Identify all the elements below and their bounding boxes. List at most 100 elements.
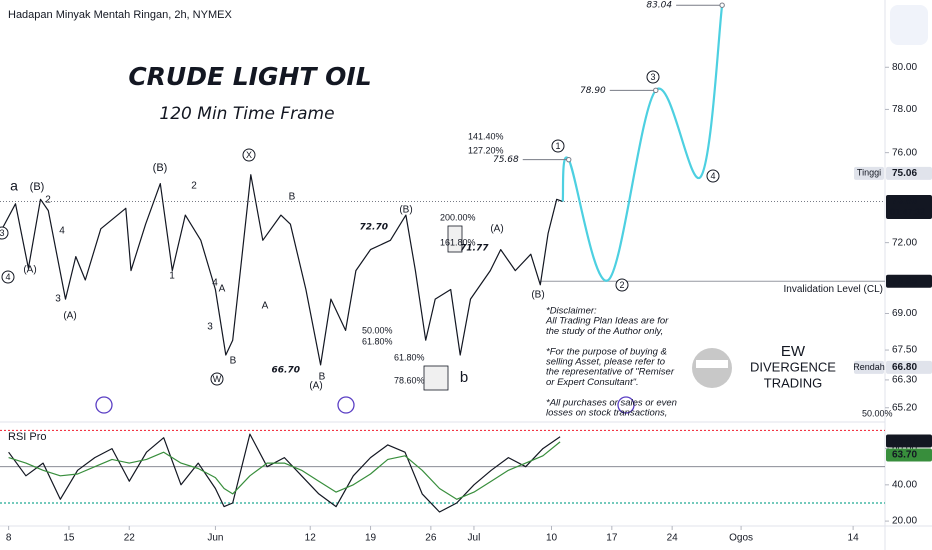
wave-circle	[706, 169, 720, 183]
wave-label: (A)	[63, 311, 76, 322]
wave-label: (A)	[309, 381, 322, 392]
wave-label-circled: W	[213, 374, 222, 384]
logo-box	[890, 5, 928, 45]
fib-label: 50.00%	[862, 408, 893, 418]
wave-label: B	[319, 372, 326, 383]
value-label-dot	[566, 156, 572, 163]
wave-circle	[210, 372, 224, 386]
wave-label: (B)	[531, 290, 544, 301]
wave-label-circled: 4	[5, 272, 10, 282]
fib-label: 78.60%	[394, 375, 425, 385]
wave-label: 3	[207, 322, 213, 333]
fib-label: 72.70	[360, 223, 388, 233]
disclaimer-line: All Trading Plan Ideas are for	[545, 316, 669, 327]
value-label-dot	[719, 2, 725, 8]
x-tick-label: 22	[124, 533, 136, 544]
value-label: 75.68	[493, 155, 519, 165]
price-tag-value: 75.06	[892, 168, 917, 179]
wave-label: (B)	[399, 205, 412, 216]
chart-title: CRUDE LIGHT OIL	[128, 62, 371, 91]
logo-icon	[692, 348, 732, 388]
wave-label: (A)	[23, 265, 36, 276]
series-line	[0, 174, 563, 366]
wave-label: b	[460, 369, 468, 386]
price-name-tag	[854, 360, 884, 374]
disclaimer-line: losses on stock transactions,	[546, 408, 667, 419]
fib-label: 161.80%	[440, 237, 476, 247]
price-tag	[886, 195, 932, 220]
series-line	[8, 441, 561, 500]
wave-circle	[646, 70, 660, 84]
logo-mask	[696, 360, 728, 368]
logo-text: TRADING	[764, 375, 823, 390]
price-tag	[886, 274, 932, 288]
wave-label-circled: 1	[555, 141, 560, 151]
fib-label: 71.77	[460, 244, 489, 254]
chart-subtitle: 120 Min Time Frame	[159, 104, 334, 124]
fib-box	[447, 225, 463, 253]
y-tick-label: 80.00	[892, 62, 917, 73]
wave-label: 4	[59, 226, 65, 237]
fib-label: 66.70	[272, 366, 300, 376]
event-icon	[337, 396, 355, 414]
y-tick-label: 72.00	[892, 237, 917, 248]
disclaimer-line: *For the purpose of buying &	[546, 346, 667, 357]
wave-label: (B)	[153, 162, 168, 174]
y-tick-label: 67.50	[892, 345, 917, 356]
value-label: 83.04	[646, 1, 672, 11]
disclaimer-line: the representative of "Remiser	[546, 367, 675, 378]
wave-label-circled: 4	[710, 171, 715, 181]
value-label-dot	[653, 87, 659, 94]
wave-label: A	[262, 301, 269, 312]
event-icon	[617, 396, 635, 414]
fib-label: 141.40%	[468, 131, 504, 141]
disclaimer-line: or Expert Consultant".	[546, 377, 639, 388]
x-tick-label: 10	[546, 533, 558, 544]
value-tag	[886, 434, 932, 448]
fib-label: 61.80%	[394, 352, 425, 362]
wave-circle	[551, 139, 565, 153]
wave-label: 3	[55, 294, 61, 305]
price-name: Tinggi	[857, 168, 881, 178]
fib-label: 61.80%	[362, 336, 393, 346]
price-line-name: Invalidation Level (CL)	[784, 284, 884, 295]
x-tick-label: 8	[6, 533, 12, 544]
y-tick-label: 66.30	[892, 375, 917, 386]
y-tick-label: 78.00	[892, 104, 917, 115]
wave-label: a	[10, 178, 18, 194]
x-tick-label: Jul	[468, 533, 481, 544]
price-tag-value: 70.35	[892, 276, 917, 287]
wave-label: 1	[169, 271, 175, 282]
price-tag	[886, 360, 932, 374]
wave-label-circled: 3	[650, 72, 655, 82]
wave-label-circled: 3	[0, 228, 5, 238]
wave-circle	[615, 278, 629, 292]
wave-label: (A)	[490, 224, 503, 235]
wave-label: B	[289, 192, 296, 203]
disclaimer-line: *Disclaimer:	[546, 306, 597, 317]
disclaimer-line: selling Asset, please refer to	[546, 357, 665, 368]
fib-label: 127.20%	[468, 145, 504, 155]
y-tick-label: 40.00	[892, 479, 917, 490]
wave-label: (B)	[30, 181, 45, 193]
wave-label-circled: 2	[619, 280, 624, 290]
symbol-title: Hadapan Minyak Mentah Ringan, 2h, NYMEX	[8, 9, 232, 21]
event-icon	[95, 396, 113, 414]
disclaimer-line: the study of the Author only,	[546, 326, 663, 337]
x-tick-label: 26	[425, 533, 437, 544]
fib-label: 200.00%	[440, 212, 476, 222]
price-tag-value: 66.80	[892, 362, 917, 373]
wave-label: B	[230, 356, 237, 367]
wave-circle	[242, 148, 256, 162]
y-tick-label: 20.00	[892, 516, 917, 527]
fib-box	[423, 365, 449, 391]
x-tick-label: 19	[365, 533, 377, 544]
value-label: 78.90	[580, 86, 606, 96]
price-tag-timer: 01:47:32	[890, 207, 925, 217]
value-tag	[886, 448, 932, 462]
value-tag-text: 63.70	[892, 450, 917, 461]
fib-boxes	[423, 225, 463, 391]
